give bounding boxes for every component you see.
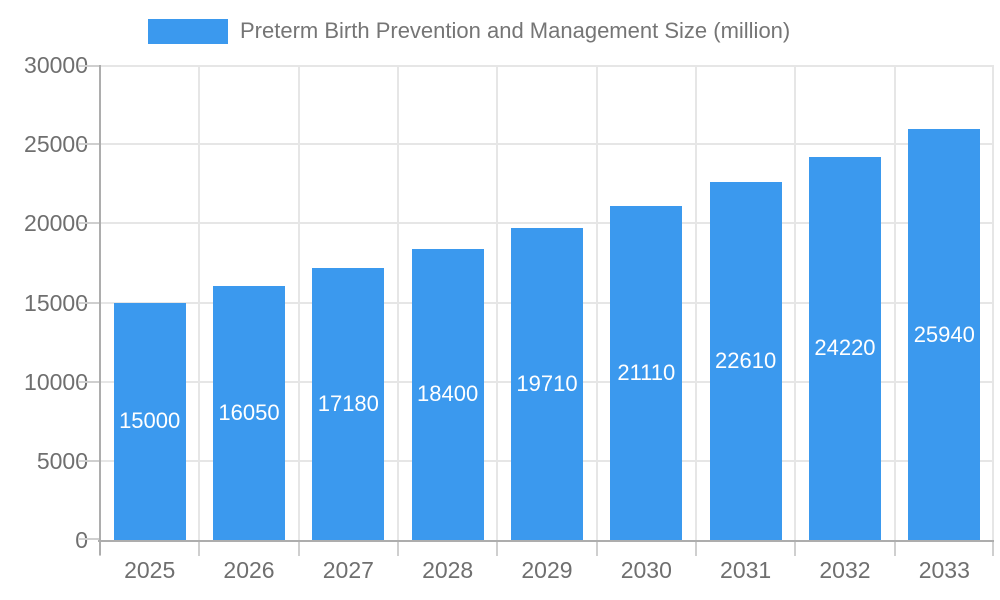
y-tick xyxy=(79,65,100,67)
x-tick xyxy=(297,540,300,556)
bar-series: 15000 16050 17180 18400 19710 21110 2261… xyxy=(100,65,994,540)
bar-value-label: 21110 xyxy=(617,359,676,385)
x-tick xyxy=(198,540,201,556)
x-tick xyxy=(893,540,896,556)
y-axis-labels: 30000 25000 20000 15000 10000 5000 0 xyxy=(0,52,88,553)
y-tick xyxy=(79,380,100,383)
x-tick xyxy=(396,540,399,556)
x-tick-label: 2033 xyxy=(918,557,970,583)
x-tick xyxy=(496,540,499,556)
x-tick-label: 2026 xyxy=(223,557,275,583)
legend-label: Preterm Birth Prevention and Management … xyxy=(240,18,791,43)
x-axis-line xyxy=(98,540,994,542)
bar-value-label: 25940 xyxy=(913,321,975,347)
x-tick xyxy=(794,540,797,556)
bar[interactable]: 18400 xyxy=(411,248,484,540)
x-axis-labels: 2025 2026 2027 2028 2029 2030 2031 2032 … xyxy=(100,553,994,587)
x-tick-label: 2029 xyxy=(521,557,573,583)
v-gridline xyxy=(595,65,598,540)
bar-value-label: 17180 xyxy=(317,390,379,416)
v-gridline xyxy=(695,65,697,540)
x-tick-label: 2030 xyxy=(620,557,672,583)
category-cell: 19710 xyxy=(497,65,596,540)
bar[interactable]: 24220 xyxy=(808,156,881,540)
y-tick-label: 30000 xyxy=(24,52,88,78)
v-gridline xyxy=(893,65,896,540)
y-tick-label: 5000 xyxy=(36,447,88,474)
h-gridline xyxy=(100,222,994,225)
y-tick xyxy=(79,301,100,304)
y-tick xyxy=(79,538,100,540)
bar-value-label: 16050 xyxy=(218,399,280,425)
x-tick-label: 2028 xyxy=(422,557,474,583)
x-tick-label: 2032 xyxy=(819,557,871,583)
v-gridline xyxy=(396,65,399,540)
category-cell: 21110 xyxy=(597,65,696,540)
category-cell: 24220 xyxy=(795,65,894,540)
h-gridline xyxy=(100,65,994,67)
y-tick-label: 20000 xyxy=(24,210,88,237)
v-gridline xyxy=(496,65,499,540)
bar-value-label: 22610 xyxy=(715,348,777,373)
x-tick xyxy=(992,540,994,556)
bar-value-label: 24220 xyxy=(814,335,876,361)
legend-swatch xyxy=(148,18,228,44)
y-tick-label: 0 xyxy=(75,527,88,553)
plot-area: 15000 16050 17180 18400 19710 21110 2261… xyxy=(79,65,994,556)
bar[interactable]: 22610 xyxy=(709,182,782,540)
category-cell: 17180 xyxy=(299,65,398,540)
y-tick-label: 15000 xyxy=(24,289,88,316)
category-cell: 15000 xyxy=(100,65,199,540)
bar-value-label: 18400 xyxy=(417,381,479,407)
category-cell: 18400 xyxy=(398,65,497,540)
category-cell: 25940 xyxy=(895,65,994,540)
h-gridline xyxy=(100,143,994,146)
category-cell: 22610 xyxy=(696,65,795,540)
bar[interactable]: 16050 xyxy=(212,285,285,540)
y-axis-line xyxy=(99,65,101,555)
y-tick-label: 10000 xyxy=(24,368,88,395)
x-tick-label: 2031 xyxy=(720,557,772,583)
bar-value-label: 15000 xyxy=(119,408,181,434)
y-tick xyxy=(79,459,100,462)
bar[interactable]: 25940 xyxy=(908,129,981,540)
x-tick xyxy=(695,540,697,556)
legend: Preterm Birth Prevention and Management … xyxy=(148,18,790,44)
bar-value-label: 19710 xyxy=(516,370,578,396)
v-gridline xyxy=(992,65,994,540)
x-tick-label: 2025 xyxy=(124,557,176,583)
y-tick xyxy=(79,143,100,146)
v-gridline xyxy=(794,65,797,540)
v-gridline xyxy=(198,65,201,540)
bar[interactable]: 19710 xyxy=(510,227,583,540)
v-gridline xyxy=(297,65,300,540)
bar[interactable]: 15000 xyxy=(113,302,186,540)
bar[interactable]: 17180 xyxy=(312,267,385,540)
bar[interactable]: 21110 xyxy=(610,205,683,540)
category-cell: 16050 xyxy=(199,65,298,540)
y-tick-label: 25000 xyxy=(24,131,88,158)
y-tick xyxy=(79,222,100,225)
x-tick-label: 2027 xyxy=(322,557,374,583)
x-tick xyxy=(595,540,598,556)
